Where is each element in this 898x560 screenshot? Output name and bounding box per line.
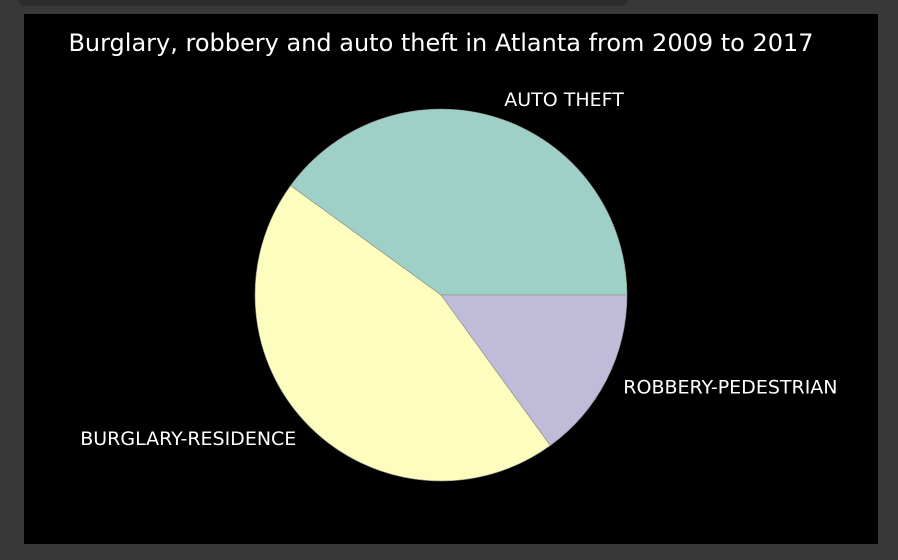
pie-label-robbery-pedestrian: ROBBERY-PEDESTRIAN bbox=[623, 376, 837, 398]
pie-labels: AUTO THEFT BURGLARY-RESIDENCE ROBBERY-PEDE… bbox=[80, 89, 837, 450]
window-scrollbar[interactable] bbox=[18, 0, 628, 6]
pie-label-burglary-residence: BURGLARY-RESIDENCE bbox=[80, 428, 296, 450]
pie-chart: Burglary, robbery and auto theft in Atla… bbox=[68, 29, 838, 482]
pie-slice-auto-theft bbox=[290, 108, 628, 296]
pie-slice-burglary-residence bbox=[254, 185, 551, 482]
chart-panel: Burglary, robbery and auto theft in Atla… bbox=[24, 14, 878, 544]
chart-title: Burglary, robbery and auto theft in Atla… bbox=[68, 29, 813, 57]
pie-slices bbox=[254, 108, 628, 482]
pie-label-auto-theft: AUTO THEFT bbox=[504, 89, 624, 111]
pie-slice-robbery-pedestrian bbox=[440, 294, 628, 446]
